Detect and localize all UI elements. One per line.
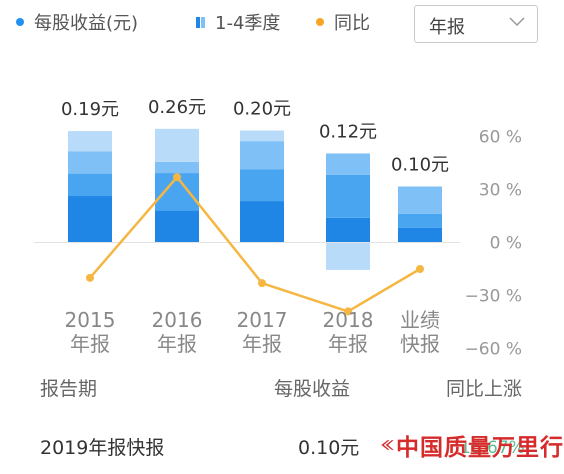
bar-segment xyxy=(155,128,199,162)
right-axis-tick-label: 0 % xyxy=(490,234,522,254)
right-axis-tick-label: 30 % xyxy=(479,181,522,201)
yoy-line-group xyxy=(86,173,424,316)
legend-quarterly-label: 1-4季度 xyxy=(215,13,281,34)
period-select-value: 年报 xyxy=(429,17,465,38)
bar-segment xyxy=(326,242,370,270)
bar-segment xyxy=(326,153,370,175)
right-axis-tick-label: 60 % xyxy=(479,128,522,148)
period-select[interactable]: 年报 xyxy=(414,5,538,43)
category-label: 2016 xyxy=(152,308,203,332)
right-axis-tick-label: −30 % xyxy=(465,287,522,307)
bar-segment xyxy=(240,201,284,243)
bar-segment xyxy=(68,173,112,197)
watermark: 中国质量万里行 xyxy=(380,424,564,466)
bar-segment xyxy=(398,186,442,214)
yoy-point xyxy=(173,173,181,182)
legend-item-quarterly: 1-4季度 xyxy=(196,9,280,35)
table-cell-growth: 16.67% xyxy=(460,438,525,458)
legend-yoy-dot xyxy=(316,18,324,26)
bar-segment xyxy=(68,151,112,174)
right-axis-ticks: 60 % 30 % 0 % −30 % −60 % xyxy=(465,128,522,360)
yoy-point xyxy=(86,273,94,282)
chart-legend: 每股收益(元) 1-4季度 同比 年报 xyxy=(0,0,564,48)
category-label: 2015 xyxy=(65,308,116,332)
yoy-point xyxy=(258,279,266,288)
legend-yoy-label: 同比 xyxy=(334,13,370,34)
bar-value-label: 0.12元 xyxy=(319,121,377,142)
category-label: 年报 xyxy=(70,332,110,356)
chevron-down-icon xyxy=(509,17,525,27)
bar-segment xyxy=(240,169,284,202)
category-label: 年报 xyxy=(328,332,368,356)
bar-segment xyxy=(240,141,284,170)
stacked-bars-icon xyxy=(196,16,206,28)
category-label: 业绩 xyxy=(400,308,440,332)
bar-segment xyxy=(326,174,370,218)
bar-value-label: 0.20元 xyxy=(233,99,291,120)
legend-eps-label: 每股收益(元) xyxy=(34,13,139,34)
category-label: 2017 xyxy=(237,308,288,332)
bar-segment xyxy=(326,217,370,243)
bar-segment xyxy=(68,131,112,152)
category-label: 年报 xyxy=(242,332,282,356)
bar-value-label: 0.10元 xyxy=(391,155,449,176)
right-axis-tick-label: −60 % xyxy=(465,340,522,360)
table-cell-period: 2019年报快报 xyxy=(40,437,165,459)
watermark-text: 中国质量万里行 xyxy=(396,434,564,461)
table-cell-eps: 0.10元 xyxy=(298,437,360,459)
yoy-point xyxy=(416,265,424,273)
bars-group xyxy=(68,128,442,270)
bar-segment xyxy=(155,161,199,174)
category-label: 快报 xyxy=(400,332,440,356)
bar-value-label: 0.26元 xyxy=(148,97,206,118)
table-header-period: 报告期 xyxy=(40,378,98,400)
watermark-logo-icon xyxy=(381,440,394,450)
category-label: 年报 xyxy=(157,332,197,356)
bar-segment xyxy=(398,227,442,243)
table-header-eps: 每股收益 xyxy=(274,378,351,400)
legend-item-yoy: 同比 xyxy=(316,9,370,35)
eps-chart: 0.19元 0.26元 0.20元 0.12元 0.10元 60 % 30 % 0 % −30… xyxy=(34,97,522,360)
bar-segment xyxy=(240,130,284,142)
bar-value-label: 0.19元 xyxy=(61,99,119,120)
bar-segment xyxy=(68,196,112,243)
table-header-growth: 同比上涨 xyxy=(446,378,523,400)
legend-eps-dot xyxy=(16,18,24,26)
category-label: 2018 xyxy=(323,308,374,332)
bar-segment xyxy=(155,210,199,243)
legend-item-eps: 每股收益(元) xyxy=(16,9,138,35)
bar-segment xyxy=(398,213,442,228)
yoy-point xyxy=(344,307,352,316)
bar-labels-group: 0.19元 0.26元 0.20元 0.12元 0.10元 xyxy=(61,97,449,176)
